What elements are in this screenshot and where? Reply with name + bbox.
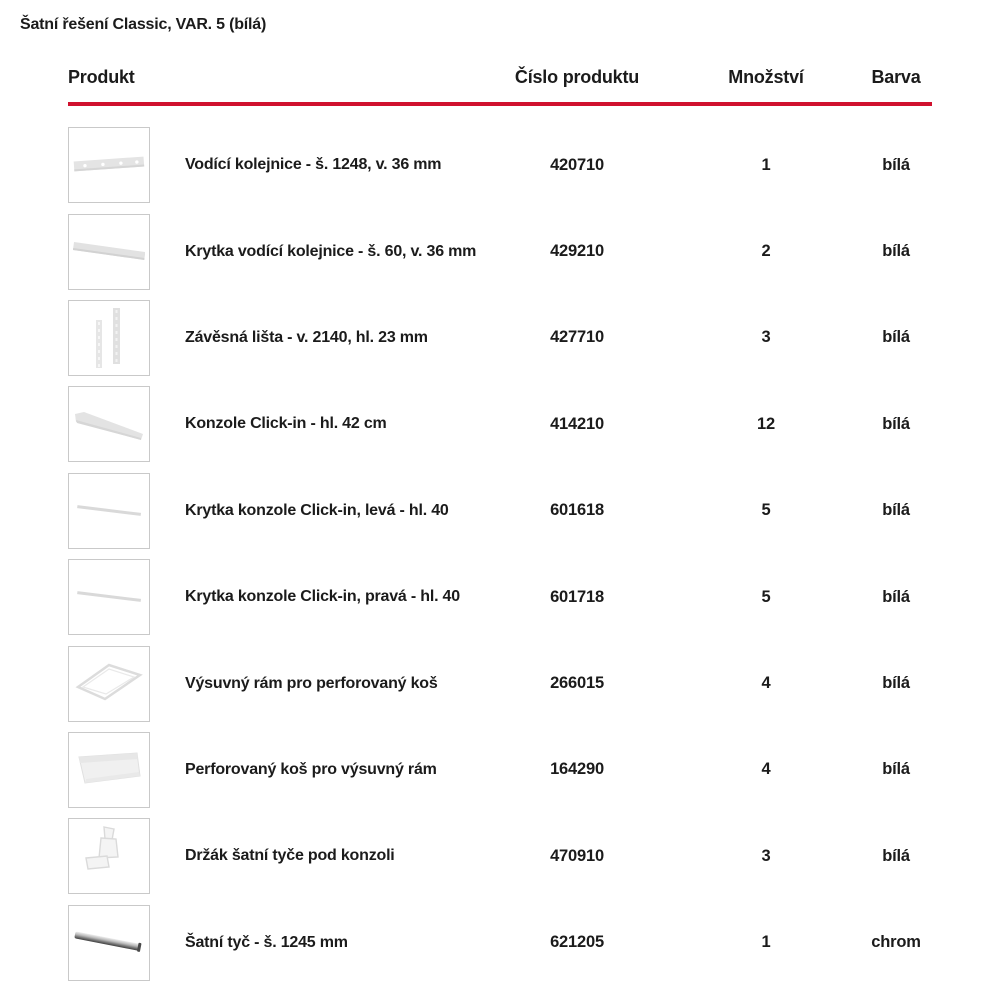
product-name: Šatní tyč - š. 1245 mm bbox=[185, 933, 348, 951]
table-row: Krytka konzole Click-in, levá - hl. 40 6… bbox=[68, 468, 932, 554]
product-thumbnail bbox=[68, 472, 150, 549]
product-number: 414210 bbox=[550, 414, 604, 433]
product-quantity: 4 bbox=[761, 760, 771, 779]
product-thumbnail bbox=[68, 818, 150, 895]
column-header-product: Produkt bbox=[68, 67, 135, 87]
product-number: 621205 bbox=[550, 933, 604, 952]
perforated-basket-icon bbox=[78, 752, 141, 784]
product-name: Držák šatní tyče pod konzoli bbox=[185, 847, 395, 865]
product-name: Krytka vodící kolejnice - š. 60, v. 36 m… bbox=[185, 242, 477, 260]
clothes-rod-icon bbox=[74, 931, 142, 952]
product-name: Perforovaný koš pro výsuvný rám bbox=[185, 760, 437, 778]
table-row: Konzole Click-in - hl. 42 cm 414210 12 b… bbox=[68, 381, 932, 467]
table-row: Krytka konzole Click-in, pravá - hl. 40 … bbox=[68, 554, 932, 640]
product-thumbnail bbox=[68, 731, 150, 808]
table-header-row: Produkt Číslo produktu Množství Barva bbox=[68, 66, 932, 106]
guide-rail-icon bbox=[73, 156, 145, 172]
product-number: 427710 bbox=[550, 328, 604, 347]
table-row: Závěsná lišta - v. 2140, hl. 23 mm 42771… bbox=[68, 295, 932, 381]
product-quantity: 4 bbox=[761, 674, 771, 693]
product-name: Vodící kolejnice - š. 1248, v. 36 mm bbox=[185, 156, 442, 174]
product-thumbnail bbox=[68, 645, 150, 722]
product-quantity: 1 bbox=[761, 933, 771, 952]
table-row: Šatní tyč - š. 1245 mm 621205 1 chrom bbox=[68, 900, 932, 986]
product-quantity: 5 bbox=[761, 501, 771, 520]
product-number: 601618 bbox=[550, 501, 604, 520]
product-color: bílá bbox=[882, 242, 910, 261]
table-row: Výsuvný rám pro perforovaný koš 266015 4… bbox=[68, 640, 932, 726]
product-quantity: 12 bbox=[757, 414, 775, 433]
pullout-frame-icon bbox=[75, 663, 143, 700]
product-color: bílá bbox=[882, 846, 910, 865]
product-number: 164290 bbox=[550, 760, 604, 779]
table-row: Perforovaný koš pro výsuvný rám 164290 4… bbox=[68, 727, 932, 813]
product-number: 601718 bbox=[550, 587, 604, 606]
product-quantity: 2 bbox=[761, 242, 771, 261]
product-thumbnail bbox=[68, 904, 150, 981]
product-thumbnail bbox=[68, 213, 150, 290]
product-thumbnail bbox=[68, 127, 150, 204]
product-quantity: 1 bbox=[761, 155, 771, 174]
guide-rail-cover-icon bbox=[73, 241, 145, 260]
product-thumbnail bbox=[68, 386, 150, 463]
table-row: Krytka vodící kolejnice - š. 60, v. 36 m… bbox=[68, 208, 932, 294]
column-header-color: Barva bbox=[871, 67, 921, 87]
product-color: bílá bbox=[882, 414, 910, 433]
product-quantity: 3 bbox=[761, 328, 771, 347]
product-number: 470910 bbox=[550, 846, 604, 865]
bracket-cover-right-icon bbox=[77, 591, 142, 603]
column-header-quantity: Množství bbox=[728, 67, 804, 87]
product-thumbnail bbox=[68, 559, 150, 636]
product-thumbnail bbox=[68, 299, 150, 376]
product-color: bílá bbox=[882, 155, 910, 174]
product-name: Krytka konzole Click-in, pravá - hl. 40 bbox=[185, 588, 460, 606]
product-name: Závěsná lišta - v. 2140, hl. 23 mm bbox=[185, 328, 428, 346]
product-table: Produkt Číslo produktu Množství Barva bbox=[68, 66, 932, 986]
bracket-icon bbox=[75, 412, 143, 441]
table-rows: Vodící kolejnice - š. 1248, v. 36 mm 420… bbox=[68, 106, 932, 986]
product-color: bílá bbox=[882, 501, 910, 520]
column-header-product-number: Číslo produktu bbox=[514, 67, 640, 87]
product-number: 420710 bbox=[550, 155, 604, 174]
product-name: Konzole Click-in - hl. 42 cm bbox=[185, 415, 387, 433]
product-color: bílá bbox=[882, 587, 910, 606]
product-color: bílá bbox=[882, 760, 910, 779]
product-name: Výsuvný rám pro perforovaný koš bbox=[185, 674, 438, 692]
product-quantity: 3 bbox=[761, 846, 771, 865]
table-row: Vodící kolejnice - š. 1248, v. 36 mm 420… bbox=[68, 122, 932, 208]
rod-holder-icon bbox=[85, 826, 119, 871]
product-number: 266015 bbox=[550, 674, 604, 693]
table-row: Držák šatní tyče pod konzoli 470910 3 bí… bbox=[68, 813, 932, 899]
product-color: bílá bbox=[882, 674, 910, 693]
hanging-rail-icon bbox=[96, 307, 120, 368]
product-name: Krytka konzole Click-in, levá - hl. 40 bbox=[185, 501, 449, 519]
product-color: bílá bbox=[882, 328, 910, 347]
product-quantity: 5 bbox=[761, 587, 771, 606]
product-number: 429210 bbox=[550, 242, 604, 261]
product-color: chrom bbox=[871, 933, 921, 952]
bracket-cover-left-icon bbox=[77, 504, 142, 516]
page-title: Šatní řešení Classic, VAR. 5 (bílá) bbox=[20, 16, 267, 33]
